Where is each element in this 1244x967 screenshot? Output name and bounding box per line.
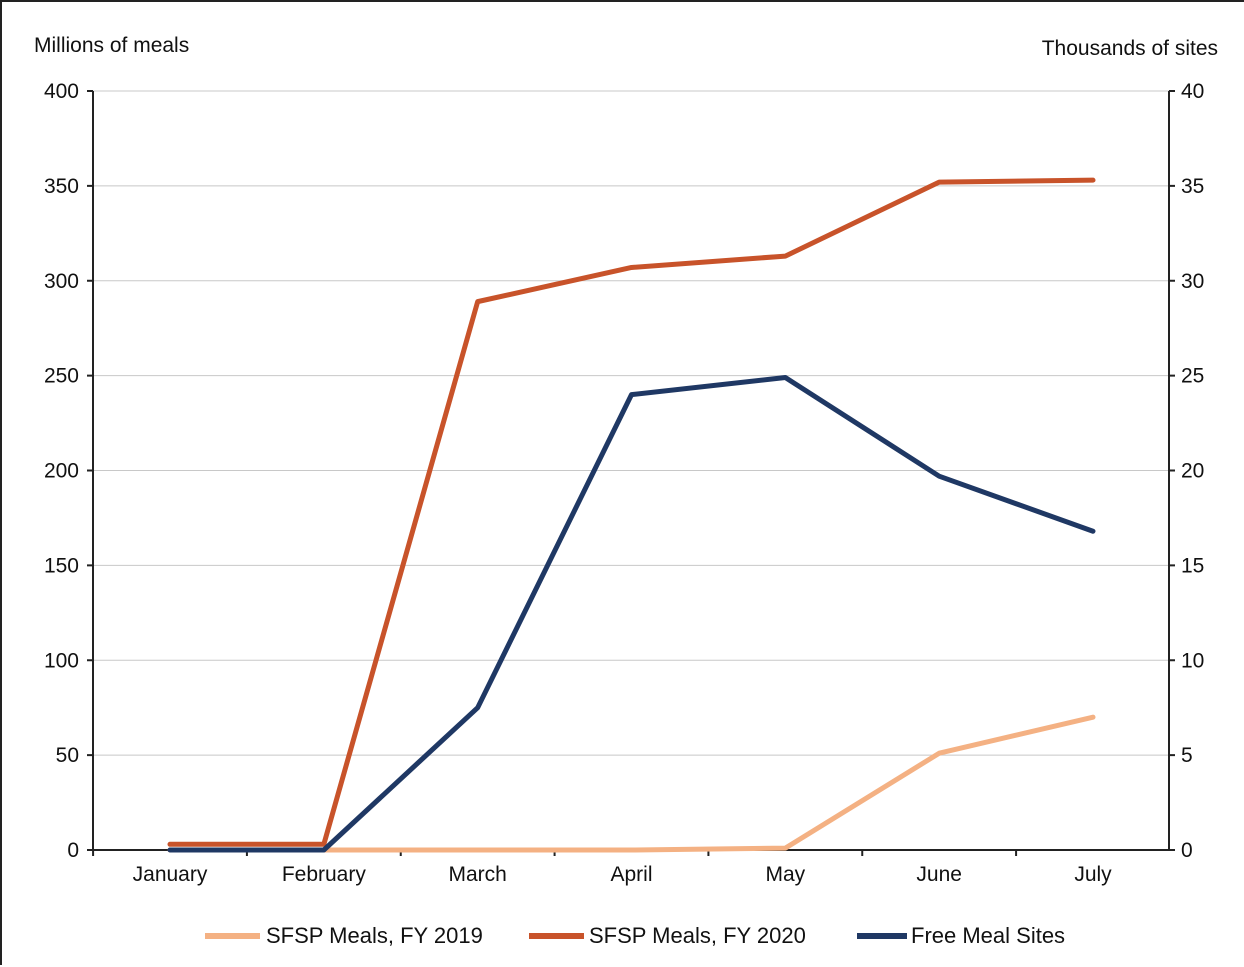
left-tick-label: 400 <box>44 80 79 103</box>
x-tick-label: April <box>610 863 652 886</box>
left-tick-label: 350 <box>44 175 79 198</box>
right-tick-label: 10 <box>1181 649 1204 672</box>
series-lines <box>167 177 1096 853</box>
tick-labels: 0 50 100 150 200 250 300 350 400 0 5 10 15 20 25 30 35 40… <box>44 80 1204 886</box>
right-tick-label: 30 <box>1181 270 1204 293</box>
left-tick-label: 50 <box>56 744 79 767</box>
line-sfsp-2019 <box>167 714 1096 853</box>
right-tick-label: 5 <box>1181 744 1193 767</box>
legend-label-free-meal-sites: Free Meal Sites <box>911 923 1065 948</box>
gridlines <box>93 90 1169 756</box>
left-tick-label: 300 <box>44 270 79 293</box>
left-tick-label: 100 <box>44 649 79 672</box>
line-sfsp-2020 <box>167 177 1096 847</box>
right-tick-label: 25 <box>1181 365 1204 388</box>
left-tick-label: 250 <box>44 365 79 388</box>
right-tick-label: 15 <box>1181 554 1204 577</box>
right-tick-label: 40 <box>1181 80 1204 103</box>
x-tick-label: March <box>448 863 506 886</box>
right-axis-title: Thousands of sites <box>1042 37 1218 60</box>
left-tick-label: 0 <box>67 839 79 862</box>
right-tick-label: 0 <box>1181 839 1193 862</box>
legend-label-sfsp-2020: SFSP Meals, FY 2020 <box>589 923 806 948</box>
left-tick-label: 200 <box>44 460 79 483</box>
axes <box>87 90 1175 856</box>
x-tick-label: June <box>916 863 962 886</box>
line-free-meal-sites <box>167 375 1096 853</box>
left-axis-title: Millions of meals <box>34 34 189 57</box>
legend-label-sfsp-2019: SFSP Meals, FY 2019 <box>266 923 483 948</box>
right-tick-label: 35 <box>1181 175 1204 198</box>
x-tick-label: January <box>133 863 208 886</box>
left-tick-label: 150 <box>44 554 79 577</box>
right-tick-label: 20 <box>1181 460 1204 483</box>
x-tick-label: July <box>1074 863 1112 886</box>
x-tick-label: February <box>282 863 367 886</box>
x-tick-label: May <box>765 863 805 886</box>
legend: SFSP Meals, FY 2019 SFSP Meals, FY 2020 … <box>205 923 1065 948</box>
